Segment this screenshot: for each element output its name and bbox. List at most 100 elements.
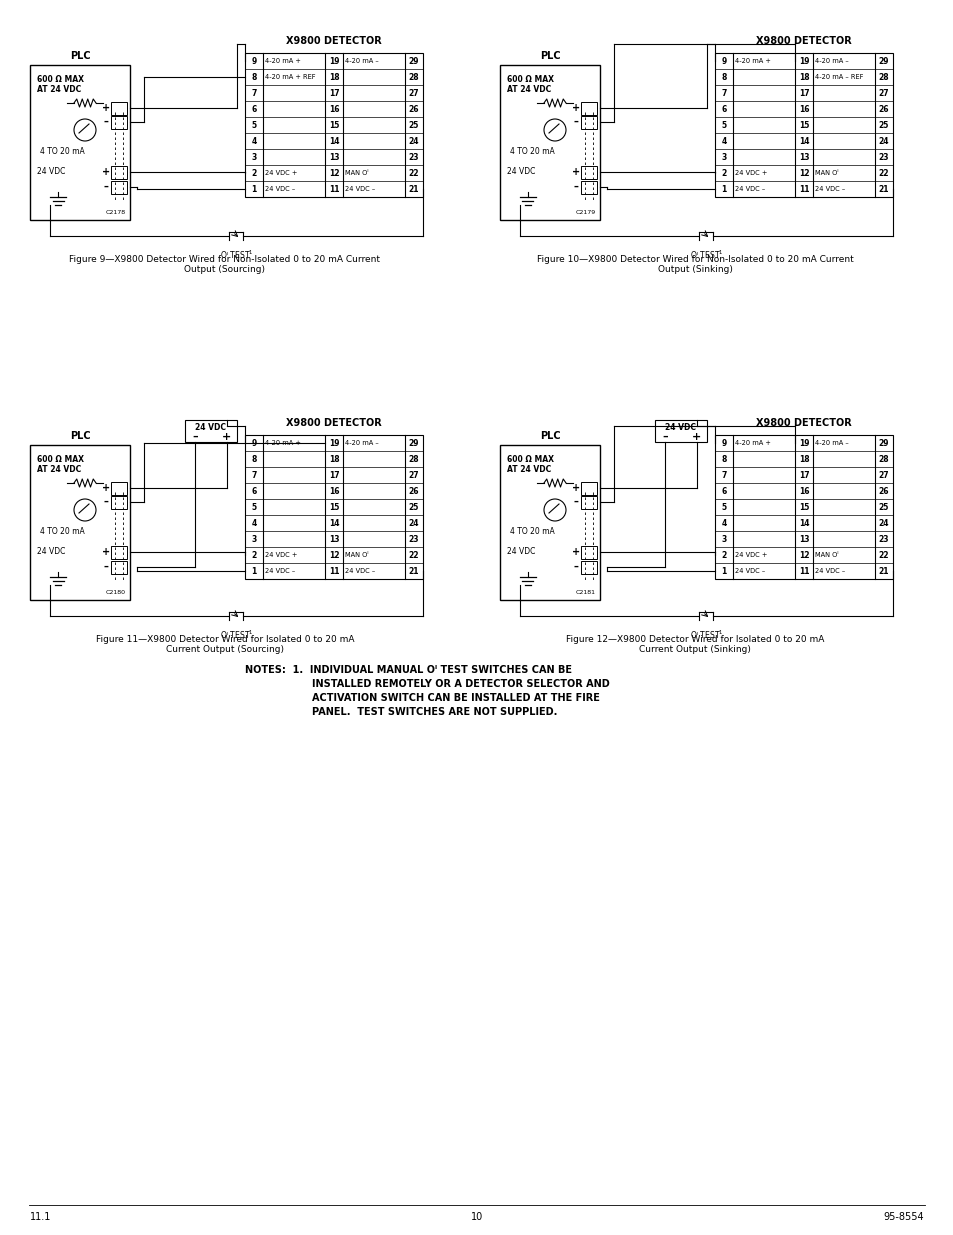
Text: 22: 22 <box>878 168 888 178</box>
Text: 2: 2 <box>251 168 256 178</box>
Text: 4-20 mA –: 4-20 mA – <box>814 58 848 64</box>
Text: +: + <box>102 547 110 557</box>
Text: AT 24 VDC: AT 24 VDC <box>37 466 81 474</box>
Text: +: + <box>222 432 232 442</box>
Text: 24 VDC +: 24 VDC + <box>734 170 766 177</box>
Text: 21: 21 <box>408 567 418 576</box>
Bar <box>111 101 127 115</box>
Text: 600 Ω MAX: 600 Ω MAX <box>506 454 554 464</box>
Text: PLC: PLC <box>539 431 559 441</box>
Text: 24: 24 <box>408 519 418 527</box>
Text: Figure 12—X9800 Detector Wired for Isolated 0 to 20 mA
Current Output (Sinking): Figure 12—X9800 Detector Wired for Isola… <box>565 635 823 655</box>
Text: 4-20 mA + REF: 4-20 mA + REF <box>265 74 315 80</box>
Text: AT 24 VDC: AT 24 VDC <box>506 466 551 474</box>
Text: –: – <box>104 496 109 508</box>
Text: 4-20 mA –: 4-20 mA – <box>345 58 378 64</box>
Text: –: – <box>573 562 578 572</box>
Text: 18: 18 <box>329 454 339 463</box>
Bar <box>499 445 599 600</box>
Text: 18: 18 <box>798 454 808 463</box>
Text: 4 TO 20 mA: 4 TO 20 mA <box>510 147 554 156</box>
Text: 24 VDC –: 24 VDC – <box>814 186 844 191</box>
Text: 24 VDC –: 24 VDC – <box>814 568 844 574</box>
Text: Oᴵ TEST$^1$: Oᴵ TEST$^1$ <box>219 629 253 641</box>
Bar <box>714 53 892 198</box>
Text: 29: 29 <box>408 438 418 447</box>
Text: 600 Ω MAX: 600 Ω MAX <box>37 75 84 84</box>
Text: 2: 2 <box>720 168 726 178</box>
Text: PLC: PLC <box>539 51 559 61</box>
Text: –: – <box>573 117 578 127</box>
Text: +: + <box>572 167 579 177</box>
Text: 13: 13 <box>329 535 339 543</box>
Text: 5: 5 <box>720 503 726 511</box>
Text: PLC: PLC <box>70 51 91 61</box>
Text: 17: 17 <box>798 471 808 479</box>
Bar <box>499 65 599 220</box>
Text: 4-20 mA +: 4-20 mA + <box>734 58 770 64</box>
Text: 4-20 mA – REF: 4-20 mA – REF <box>814 74 862 80</box>
Text: 6: 6 <box>251 105 256 114</box>
Text: 25: 25 <box>878 121 888 130</box>
Text: +: + <box>102 167 110 177</box>
Text: 5: 5 <box>252 503 256 511</box>
Text: MAN Oᴵ: MAN Oᴵ <box>814 170 838 177</box>
Bar <box>30 65 130 220</box>
Text: 24 VDC –: 24 VDC – <box>345 186 375 191</box>
Text: 14: 14 <box>329 137 339 146</box>
Text: 11: 11 <box>798 184 808 194</box>
Text: 11: 11 <box>329 184 339 194</box>
Bar <box>30 445 130 600</box>
Text: 25: 25 <box>409 503 418 511</box>
Text: 24: 24 <box>878 137 888 146</box>
Text: 13: 13 <box>798 152 808 162</box>
Text: X9800 DETECTOR: X9800 DETECTOR <box>756 417 851 429</box>
Text: 9: 9 <box>251 57 256 65</box>
Text: 3: 3 <box>251 535 256 543</box>
Text: 12: 12 <box>329 168 339 178</box>
Bar <box>111 546 127 558</box>
Text: NOTES:  1.  INDIVIDUAL MANUAL Oᴵ TEST SWITCHES CAN BE: NOTES: 1. INDIVIDUAL MANUAL Oᴵ TEST SWIT… <box>245 664 572 676</box>
Text: 22: 22 <box>878 551 888 559</box>
Text: –: – <box>104 562 109 572</box>
Text: 7: 7 <box>720 471 726 479</box>
Text: 16: 16 <box>329 105 339 114</box>
Text: 8: 8 <box>251 73 256 82</box>
Text: 28: 28 <box>408 454 419 463</box>
Bar <box>580 165 597 179</box>
Text: 24 VDC +: 24 VDC + <box>265 170 297 177</box>
Text: 4 TO 20 mA: 4 TO 20 mA <box>40 526 85 536</box>
Text: 4-20 mA –: 4-20 mA – <box>345 440 378 446</box>
Text: –: – <box>661 432 667 442</box>
Bar <box>111 116 127 128</box>
Text: MAN Oᴵ: MAN Oᴵ <box>345 552 368 558</box>
Text: 24 VDC –: 24 VDC – <box>265 186 294 191</box>
Text: 27: 27 <box>878 89 888 98</box>
Text: +: + <box>102 103 110 112</box>
Text: AT 24 VDC: AT 24 VDC <box>506 85 551 94</box>
Text: C2180: C2180 <box>106 590 126 595</box>
Text: 4: 4 <box>720 137 726 146</box>
Text: C2179: C2179 <box>576 210 596 215</box>
Bar <box>245 435 422 579</box>
Text: 8: 8 <box>720 73 726 82</box>
Text: ACTIVATION SWITCH CAN BE INSTALLED AT THE FIRE: ACTIVATION SWITCH CAN BE INSTALLED AT TH… <box>312 693 599 703</box>
Text: 1: 1 <box>720 184 726 194</box>
Text: 11: 11 <box>329 567 339 576</box>
Text: 26: 26 <box>408 487 418 495</box>
Text: 19: 19 <box>798 57 808 65</box>
Text: 23: 23 <box>878 535 888 543</box>
Text: 24 VDC: 24 VDC <box>37 168 66 177</box>
Text: 28: 28 <box>878 454 888 463</box>
Text: 12: 12 <box>798 168 808 178</box>
Text: 26: 26 <box>878 105 888 114</box>
Text: Oᴵ TEST$^1$: Oᴵ TEST$^1$ <box>219 249 253 262</box>
Text: 26: 26 <box>408 105 418 114</box>
Text: +: + <box>572 483 579 493</box>
Text: PANEL.  TEST SWITCHES ARE NOT SUPPLIED.: PANEL. TEST SWITCHES ARE NOT SUPPLIED. <box>312 706 557 718</box>
Text: 3: 3 <box>251 152 256 162</box>
Text: 1: 1 <box>251 184 256 194</box>
Text: 24 VDC: 24 VDC <box>665 422 696 431</box>
Bar <box>580 561 597 573</box>
Text: 14: 14 <box>329 519 339 527</box>
